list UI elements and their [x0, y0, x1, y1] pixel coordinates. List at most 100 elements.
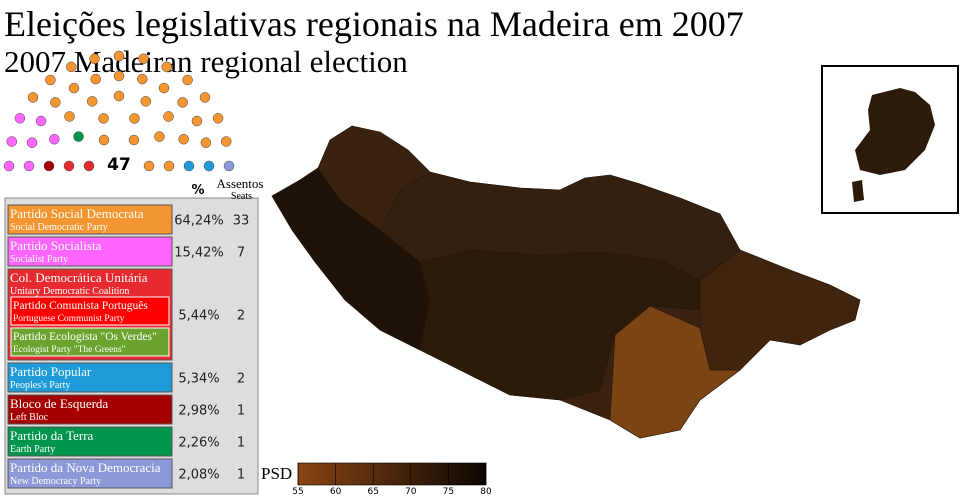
- seat-dot: [50, 97, 61, 108]
- seats: 2: [237, 309, 245, 324]
- percent: 2,26%: [178, 436, 219, 451]
- party-box: [7, 236, 173, 267]
- seat-dot: [63, 160, 75, 172]
- seat-dot: [6, 136, 18, 147]
- legend-tick-label: 80: [480, 487, 492, 497]
- seat-dot: [183, 160, 195, 172]
- seat-dot: [89, 53, 100, 65]
- party-box: [7, 204, 173, 235]
- party-name-en: New Democracy Party: [10, 476, 101, 487]
- seat-dot: [23, 160, 35, 172]
- party-box: [7, 458, 173, 489]
- percent: 2,08%: [178, 468, 219, 483]
- party-box: [7, 394, 173, 425]
- party-name-en: Peoples's Party: [10, 380, 70, 391]
- seat-dot: [212, 113, 224, 124]
- party-box: [7, 426, 173, 457]
- percent: 15,42%: [174, 246, 224, 261]
- party-name: Partido Popular: [10, 364, 92, 379]
- seat-dot: [3, 160, 15, 172]
- legend-tick-label: 75: [443, 487, 454, 497]
- seats: 2: [237, 372, 245, 387]
- seat-dot: [66, 61, 77, 73]
- seat-dot: [27, 92, 39, 103]
- party-name: Partido da Nova Democracia: [10, 460, 161, 475]
- party-name-en: Social Democratic Party: [10, 222, 108, 233]
- header-seats-en: Seats: [231, 191, 252, 202]
- party-name: Partido Social Democrata: [10, 206, 144, 221]
- seat-dot: [143, 160, 155, 172]
- seat-dot: [220, 136, 232, 147]
- seats: 1: [237, 404, 245, 419]
- party-name-en: Earth Party: [10, 444, 55, 455]
- seat-dot: [161, 61, 172, 73]
- seat-dot: [45, 74, 56, 86]
- seats: 7: [237, 246, 245, 261]
- seat-dot: [137, 73, 148, 85]
- member-name-en: Portuguese Communist Party: [13, 314, 125, 324]
- member-name: Partido Ecologista "Os Verdes": [13, 331, 157, 343]
- seats-total: 47: [107, 155, 131, 175]
- legend-tick-label: 55: [292, 487, 303, 497]
- seat-dot: [43, 160, 55, 172]
- seat-dot: [113, 50, 125, 62]
- seat-dot: [200, 137, 212, 148]
- legend-label: PSD: [261, 464, 292, 483]
- header-percent: %: [191, 183, 204, 198]
- member-name: Partido Comunista Português: [13, 300, 148, 312]
- seat-dot: [163, 160, 175, 172]
- legend-ticks: 55 60 65 70 75 80: [292, 463, 492, 497]
- hemicycle: [3, 50, 235, 172]
- seat-dot: [35, 115, 47, 127]
- seat-dot: [113, 90, 125, 102]
- seat-dot: [154, 131, 165, 142]
- seats: 33: [233, 214, 250, 229]
- seat-dot: [223, 160, 235, 172]
- party-box: [7, 362, 173, 393]
- inset-island: [852, 88, 935, 202]
- seat-dot: [178, 133, 189, 145]
- seat-dot: [140, 96, 152, 107]
- party-name-en: Left Bloc: [10, 412, 49, 423]
- seat-dot: [158, 82, 170, 94]
- seats: 1: [237, 468, 245, 483]
- seat-dot: [191, 115, 203, 127]
- map: [271, 125, 861, 439]
- seat-dot: [138, 53, 149, 65]
- seat-dot: [177, 97, 188, 108]
- legend-bar: [297, 462, 487, 486]
- percent: 5,44%: [178, 309, 219, 324]
- seat-dot: [14, 113, 26, 124]
- seat-dot: [98, 113, 109, 124]
- party-name-en: Unitary Democratic Coalition: [10, 286, 129, 297]
- party-name: Partido Socialista: [10, 238, 102, 253]
- header-seats: Assentos: [217, 176, 264, 191]
- seat-dot: [73, 131, 84, 142]
- seat-dot: [129, 113, 140, 124]
- title: Eleições legislativas regionais na Madei…: [4, 4, 744, 44]
- seat-dot: [128, 134, 140, 146]
- seat-dot: [64, 111, 75, 122]
- legend-tick-label: 70: [405, 487, 417, 497]
- party-name-en: Socialist Party: [10, 254, 68, 265]
- seat-dot: [182, 74, 193, 86]
- seat-dot: [203, 160, 215, 172]
- seat-dot: [68, 82, 80, 94]
- legend-tick-label: 60: [330, 487, 342, 497]
- seat-dot: [98, 134, 110, 146]
- seat-dot: [49, 133, 60, 145]
- subtitle: 2007 Madeiran regional election: [4, 44, 408, 79]
- percent: 64,24%: [174, 214, 224, 229]
- seat-dot: [26, 137, 38, 148]
- seat-dot: [163, 111, 174, 122]
- party-name: Bloco de Esquerda: [10, 396, 108, 411]
- party-name: Partido da Terra: [10, 428, 94, 443]
- party-name: Col. Democrática Unitária: [10, 270, 148, 285]
- legend-tick-label: 65: [367, 487, 378, 497]
- member-box: [10, 296, 170, 326]
- seat-dot: [113, 70, 125, 82]
- seats: 1: [237, 436, 245, 451]
- seat-dot: [90, 73, 101, 85]
